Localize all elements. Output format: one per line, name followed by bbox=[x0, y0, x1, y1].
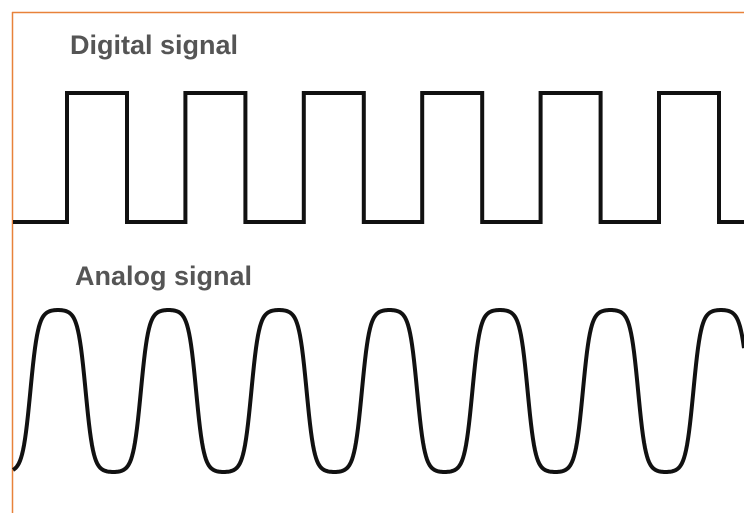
digital-label: Digital signal bbox=[70, 30, 238, 60]
analog-wave bbox=[11, 308, 744, 474]
analog-label: Analog signal bbox=[75, 261, 252, 291]
digital-wave bbox=[13, 91, 744, 224]
